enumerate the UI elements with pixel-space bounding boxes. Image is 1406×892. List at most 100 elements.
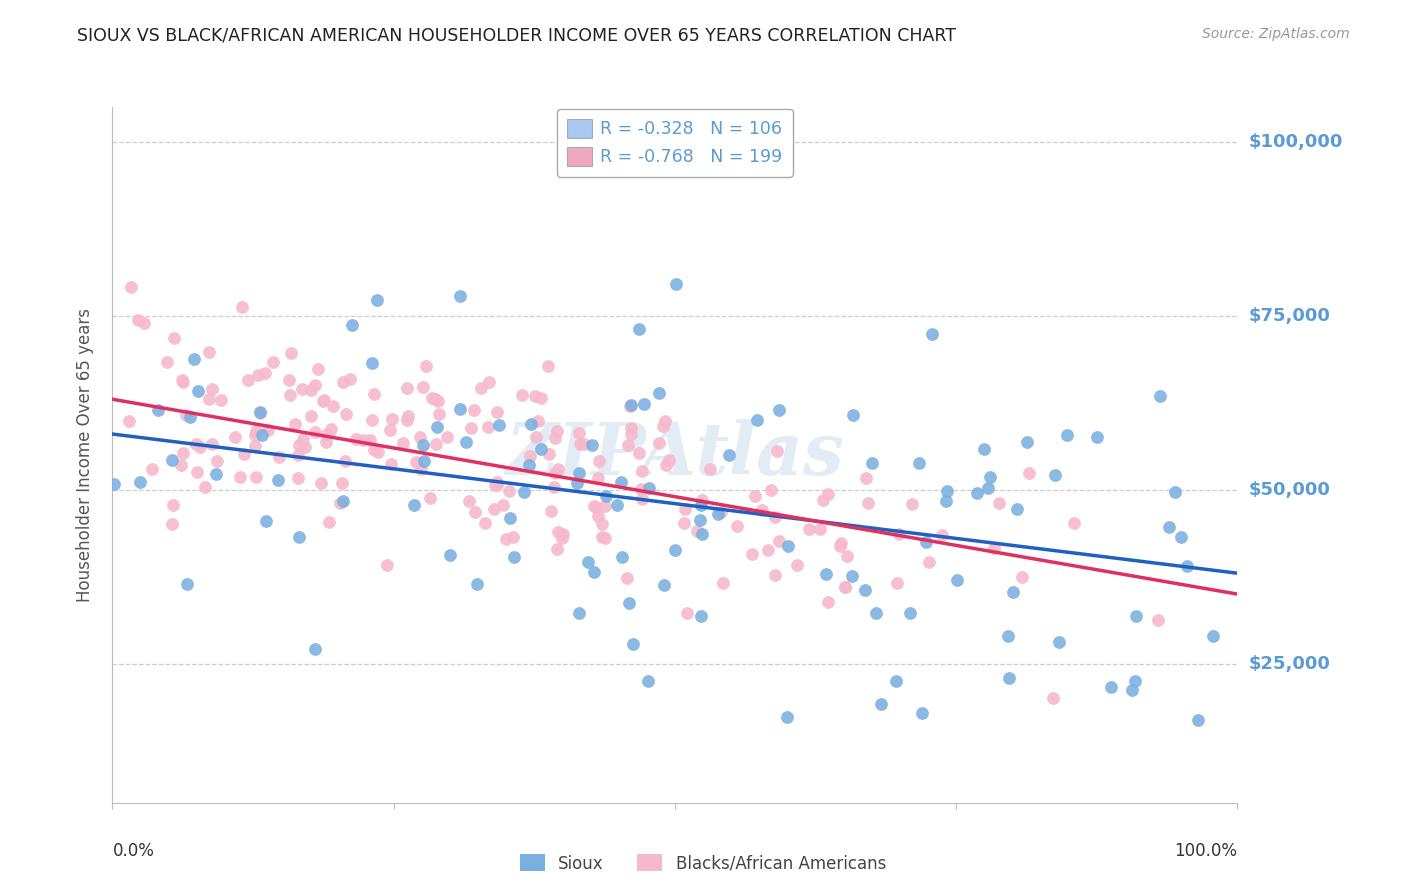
Point — [304, 425, 326, 439]
Point — [291, 382, 314, 396]
Point — [127, 312, 149, 326]
Point — [201, 437, 224, 451]
Point — [707, 508, 730, 522]
Point — [519, 449, 541, 463]
Point — [360, 356, 382, 370]
Point — [648, 436, 671, 450]
Point — [1005, 502, 1028, 516]
Point — [977, 481, 1000, 495]
Point — [830, 539, 852, 553]
Point — [1123, 673, 1146, 688]
Point — [396, 413, 419, 427]
Point — [835, 549, 858, 564]
Point — [841, 569, 863, 583]
Point — [419, 491, 441, 506]
Point — [776, 539, 799, 553]
Point — [262, 355, 284, 369]
Point — [454, 435, 477, 450]
Point — [284, 417, 307, 432]
Point — [307, 361, 329, 376]
Point — [565, 475, 588, 490]
Point — [524, 389, 547, 403]
Point — [756, 543, 779, 558]
Point — [103, 477, 125, 491]
Point — [605, 498, 627, 512]
Point — [375, 558, 398, 573]
Point — [249, 406, 271, 420]
Point — [983, 541, 1005, 555]
Point — [361, 413, 384, 427]
Point — [1170, 530, 1192, 544]
Point — [689, 512, 711, 526]
Point — [287, 470, 309, 484]
Point — [865, 606, 887, 620]
Point — [568, 606, 591, 620]
Point — [1175, 558, 1198, 573]
Point — [344, 432, 367, 446]
Point — [253, 366, 276, 380]
Point — [236, 373, 259, 387]
Point — [411, 462, 433, 476]
Point — [197, 392, 219, 407]
Point — [763, 567, 786, 582]
Point — [567, 425, 589, 440]
Point — [1018, 466, 1040, 480]
Point — [673, 516, 696, 531]
Point — [768, 534, 790, 549]
Point — [815, 567, 838, 582]
Point — [766, 443, 789, 458]
Point — [842, 408, 865, 422]
Point — [547, 541, 569, 556]
Point — [786, 558, 808, 573]
Point — [256, 423, 278, 437]
Point — [761, 483, 783, 498]
Point — [513, 485, 536, 500]
Point — [176, 576, 198, 591]
Point — [593, 531, 616, 545]
Legend: Sioux, Blacks/African Americans: Sioux, Blacks/African Americans — [513, 847, 893, 880]
Point — [330, 476, 353, 491]
Point — [631, 464, 654, 478]
Point — [524, 430, 547, 444]
Point — [546, 425, 568, 439]
Point — [304, 377, 326, 392]
Point — [449, 289, 471, 303]
Point — [817, 487, 839, 501]
Point — [249, 405, 271, 419]
Point — [997, 671, 1019, 685]
Point — [988, 496, 1011, 510]
Point — [690, 498, 713, 512]
Point — [582, 565, 605, 579]
Point — [120, 280, 142, 294]
Point — [420, 391, 443, 405]
Point — [966, 486, 988, 500]
Point — [921, 327, 943, 342]
Point — [617, 596, 640, 610]
Point — [860, 456, 883, 470]
Point — [530, 442, 553, 456]
Point — [1157, 520, 1180, 534]
Point — [352, 433, 374, 447]
Point — [686, 524, 709, 538]
Point — [620, 421, 643, 435]
Point — [690, 527, 713, 541]
Point — [170, 458, 193, 472]
Point — [396, 409, 419, 423]
Point — [318, 515, 340, 529]
Point — [673, 502, 696, 516]
Point — [1001, 585, 1024, 599]
Point — [537, 447, 560, 461]
Point — [229, 470, 252, 484]
Point — [243, 439, 266, 453]
Point — [595, 489, 617, 503]
Point — [973, 442, 995, 456]
Point — [808, 522, 831, 536]
Point — [617, 438, 640, 452]
Point — [853, 583, 876, 598]
Point — [918, 555, 941, 569]
Point — [322, 399, 344, 413]
Point — [194, 480, 217, 494]
Point — [648, 386, 671, 401]
Point — [763, 509, 786, 524]
Point — [654, 413, 676, 427]
